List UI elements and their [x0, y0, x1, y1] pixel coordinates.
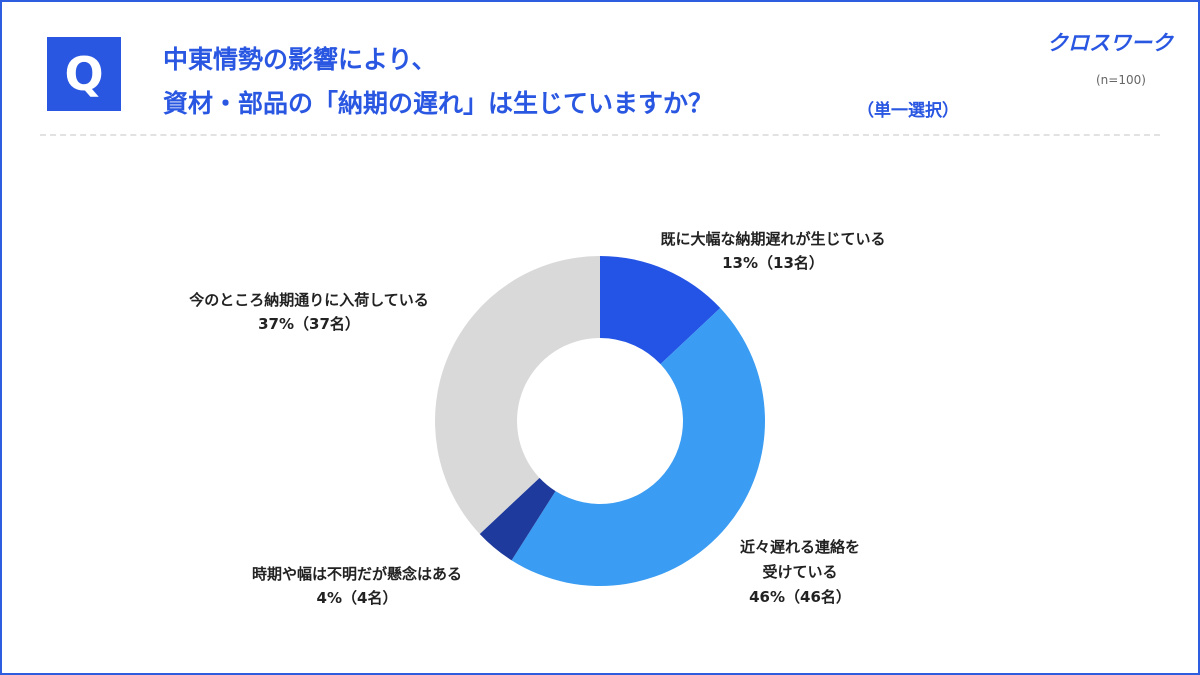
slice-delay-notified: [511, 308, 765, 586]
slice-on-schedule: [435, 256, 600, 534]
donut-labels: 既に大幅な納期遅れが生じている 13%（13名） 近々遅れる連絡を受けている 46%（…: [188, 230, 885, 607]
header-divider: [40, 134, 1160, 136]
slice-concerned: [479, 477, 556, 561]
label-on-schedule: 今のところ納期通りに入荷している 37%（37名）: [188, 291, 429, 333]
label-delayed-already-line: 13%（13名）: [722, 254, 824, 272]
label-on-schedule-line: 今のところ納期通りに入荷している: [188, 291, 429, 309]
question-title-line2: 資材・部品の「納期の遅れ」は生じていますか？: [163, 89, 714, 118]
label-concerned-line: 時期や幅は不明だが懸念はある: [252, 565, 462, 583]
label-delay-notified-line: 近々遅れる連絡を: [740, 538, 860, 556]
label-delayed-already-line: 既に大幅な納期遅れが生じている: [660, 230, 885, 248]
selection-note: （単一選択）: [857, 101, 959, 121]
label-delayed-already: 既に大幅な納期遅れが生じている 13%（13名）: [660, 230, 885, 272]
label-concerned-line: 4%（4名）: [317, 589, 398, 607]
label-concerned: 時期や幅は不明だが懸念はある 4%（4名）: [252, 565, 462, 607]
sample-size: (n=100): [1096, 73, 1146, 87]
question-badge-label: Q: [64, 47, 104, 101]
question-title: 中東情勢の影響により、 資材・部品の「納期の遅れ」は生じていますか？: [163, 38, 713, 126]
question-badge: Q: [47, 37, 121, 111]
donut-slices: [435, 256, 765, 586]
label-delay-notified: 近々遅れる連絡を受けている 46%（46名）: [740, 538, 860, 606]
slice-delayed-already: [600, 256, 721, 365]
brand-logo: クロスワーク: [1047, 31, 1173, 55]
label-delay-notified-line: 受けている: [762, 563, 837, 581]
label-delay-notified-line: 46%（46名）: [749, 588, 851, 606]
label-on-schedule-line: 37%（37名）: [258, 315, 360, 333]
question-title-line1: 中東情勢の影響により、: [163, 45, 437, 74]
